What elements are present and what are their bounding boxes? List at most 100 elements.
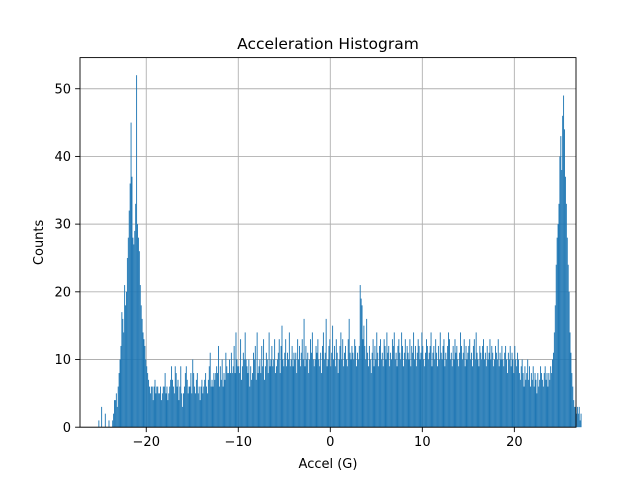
histogram-bar	[382, 366, 384, 428]
histogram-bar	[351, 345, 353, 428]
histogram-bar	[355, 345, 357, 428]
histogram-bar	[496, 359, 498, 428]
histogram-bar	[576, 413, 577, 428]
histogram-bar	[470, 359, 472, 428]
histogram-bar	[187, 393, 189, 428]
histogram-bar	[430, 332, 432, 428]
histogram-bar	[268, 332, 270, 428]
histogram-bar	[502, 359, 504, 428]
histogram-bar	[549, 379, 551, 428]
histogram-bar	[217, 373, 219, 428]
histogram-bar	[368, 345, 370, 428]
histogram-bar	[443, 339, 445, 428]
histogram-bar	[108, 420, 110, 428]
histogram-bar	[440, 352, 442, 428]
histogram-bar	[287, 359, 289, 428]
histogram-bar	[192, 359, 194, 428]
histogram-bar	[211, 379, 213, 428]
histogram-bar	[314, 359, 316, 428]
histogram-bar	[337, 373, 339, 428]
plot-frame	[79, 57, 577, 428]
x-axis-label: Accel (G)	[299, 457, 358, 472]
histogram-bar	[302, 359, 304, 428]
histogram-bar	[121, 312, 123, 428]
histogram-bar	[226, 366, 228, 428]
histogram-bar	[267, 373, 269, 428]
histogram-bar	[344, 352, 346, 428]
histogram-bar	[537, 373, 539, 428]
histogram-bar	[472, 345, 474, 428]
histogram-bar	[458, 366, 460, 428]
axis-ticks: −20 −10 0 10 20 0 10 20 30 40 50	[54, 82, 522, 450]
histogram-bar	[359, 285, 361, 428]
histogram-bar	[448, 332, 450, 428]
histogram-bar	[126, 291, 127, 428]
histogram-bar	[282, 359, 284, 428]
histogram-bar	[309, 359, 311, 428]
histogram-bar	[321, 373, 323, 428]
histogram-bar	[251, 379, 253, 428]
histogram-bar	[386, 332, 388, 428]
histogram-bar	[499, 352, 501, 428]
histogram-bar	[401, 332, 403, 428]
histogram-bar	[376, 332, 378, 428]
histogram-bar	[564, 129, 565, 428]
histogram-bar	[318, 359, 320, 428]
y-tick-label: 40	[54, 150, 71, 165]
histogram-bar	[542, 386, 544, 428]
histogram-bar	[136, 75, 138, 428]
histogram-bar	[287, 352, 288, 428]
histogram-bar	[569, 332, 571, 428]
histogram-bar	[541, 379, 543, 428]
histogram-bar	[173, 393, 175, 428]
histogram-bar	[445, 352, 447, 428]
histogram-bar	[523, 386, 525, 428]
histogram-bar	[283, 366, 285, 428]
histogram-bar	[379, 345, 380, 428]
histogram-bar	[172, 386, 174, 428]
histogram-bar	[243, 359, 245, 428]
histogram-bar	[405, 359, 407, 428]
histogram-bar	[482, 345, 484, 428]
histogram-bar	[477, 359, 479, 428]
histogram-bar	[116, 406, 118, 428]
histogram-bar	[213, 373, 215, 428]
histogram-bar	[449, 339, 450, 428]
histogram-bar	[493, 366, 495, 428]
grid	[80, 57, 576, 428]
histogram-bar	[551, 373, 553, 428]
histogram-bar	[177, 379, 179, 428]
histogram-bar	[391, 359, 392, 428]
histogram-bar	[297, 339, 299, 428]
histogram-bar	[465, 345, 467, 428]
histogram-bar	[123, 332, 125, 428]
histogram-bar	[234, 373, 236, 428]
histogram-bar	[285, 339, 287, 428]
histogram-bar	[156, 386, 158, 428]
histogram-bar	[260, 373, 262, 428]
histogram-bar	[501, 345, 503, 428]
histogram-bar	[174, 366, 176, 428]
histogram-bar	[289, 366, 291, 428]
histogram-bar	[452, 345, 454, 428]
histogram-bar	[154, 379, 156, 428]
histogram-bar	[530, 373, 532, 428]
histogram-bar	[292, 366, 294, 428]
histogram-bar	[248, 359, 250, 428]
histogram-bar	[307, 352, 309, 428]
histogram-bar	[377, 352, 379, 428]
histogram-bar	[552, 352, 554, 428]
histogram-bar	[566, 237, 568, 428]
histogram-bar	[317, 339, 319, 428]
histogram-bar	[450, 352, 452, 428]
histogram-bar	[475, 332, 477, 428]
histogram-bar	[185, 366, 187, 428]
histogram-bar	[381, 352, 383, 428]
histogram-bar	[425, 352, 426, 428]
histogram-bar	[190, 373, 192, 428]
histogram-bar	[404, 339, 406, 428]
histogram-bar	[149, 393, 151, 428]
histogram-bar	[486, 345, 488, 428]
histogram-bar	[348, 318, 350, 428]
x-tick-label: 0	[326, 435, 334, 450]
